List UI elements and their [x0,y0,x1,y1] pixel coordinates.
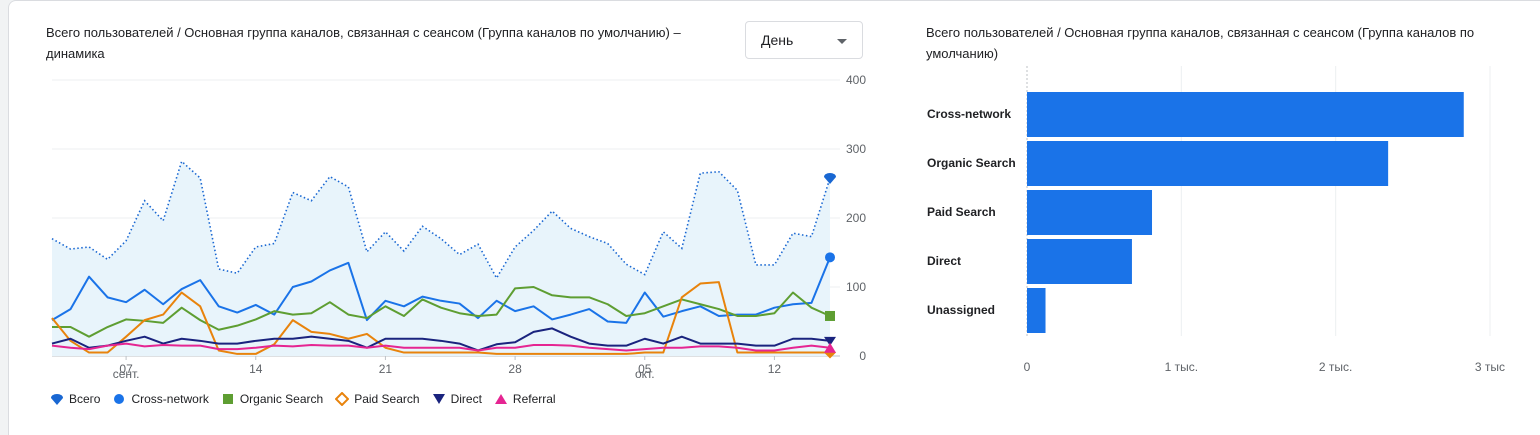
series-line-cross-network [51,256,831,324]
line-chart-legend: Всего Cross-network Organic Search Paid Sea… [50,392,556,406]
x-tick-sublabel: окт. [635,367,655,381]
x-tick-label: 05 [638,362,652,376]
legend-item-cross-network[interactable]: Cross-network [112,392,209,406]
x-tick-label: 28 [508,362,522,376]
bar-direct [1027,239,1132,284]
bar-organic-search [1027,141,1389,186]
legend-item-paid-search[interactable]: Paid Search [335,392,420,406]
legend-symbol-icon [494,394,507,404]
x-tick-label: 1 тыс. [1165,360,1198,374]
y-tick-label: 0 [859,349,866,363]
bar-chart-title: Всего пользователей / Основная группа ка… [926,25,1475,61]
x-tick-label: 0 [1024,360,1031,374]
x-tick-label: 21 [379,362,393,376]
legend-item-total[interactable]: Всего [50,392,100,406]
legend-symbol-icon [51,394,63,405]
series-end-marker-total [824,172,836,184]
series-end-marker-direct [824,336,836,346]
y-tick-label: 300 [846,142,866,156]
x-tick-sublabel: сент. [113,367,140,381]
series-line-direct [51,327,831,352]
legend-label: Всего [69,392,101,406]
x-tick-label: 14 [249,362,263,376]
x-tick-label: 2 тыс. [1319,360,1352,374]
bar-category-label: Unassigned [927,302,996,317]
y-tick-label: 400 [846,73,866,87]
legend-label: Paid Search [354,392,420,406]
legend-symbol-icon [114,394,125,404]
chevron-down-icon [837,39,847,44]
legend-symbol-icon [432,394,445,404]
bar-category-label: Direct [927,253,962,268]
total-area [52,161,830,356]
bar-category-label: Cross-network [927,106,1012,121]
legend-item-organic-search[interactable]: Organic Search [221,392,323,406]
bar-category-label: Paid Search [927,204,996,219]
legend-symbol-icon [222,394,233,404]
y-tick-label: 200 [846,211,866,225]
legend-item-direct[interactable]: Direct [432,392,482,406]
x-tick-label: 3 тыс [1475,360,1505,374]
x-tick-label: 12 [768,362,782,376]
bar-unassigned [1027,288,1046,333]
legend-label: Cross-network [131,392,209,406]
bar-cross-network [1027,92,1464,137]
bar-paid-search [1027,190,1153,235]
legend-label: Organic Search [239,392,324,406]
series-end-marker-cross-network [825,252,835,263]
series-line-paid-search [51,281,830,355]
legend-label: Direct [450,392,482,406]
line-chart-title: Всего пользователей / Основная группа ка… [46,25,681,61]
bar-category-label: Organic Search [927,155,1016,170]
legend-label: Referral [512,392,556,406]
series-line-referral [51,342,831,352]
series-end-marker-referral [824,342,836,353]
period-dropdown[interactable]: День [745,21,863,59]
x-tick-label: 07 [119,362,133,376]
period-dropdown-value: День [761,32,794,48]
series-end-marker-organic-search [825,310,835,321]
y-tick-label: 100 [846,280,866,294]
legend-symbol-icon [335,392,350,406]
series-line-organic-search [52,286,831,338]
legend-item-referral[interactable]: Referral [494,392,556,406]
